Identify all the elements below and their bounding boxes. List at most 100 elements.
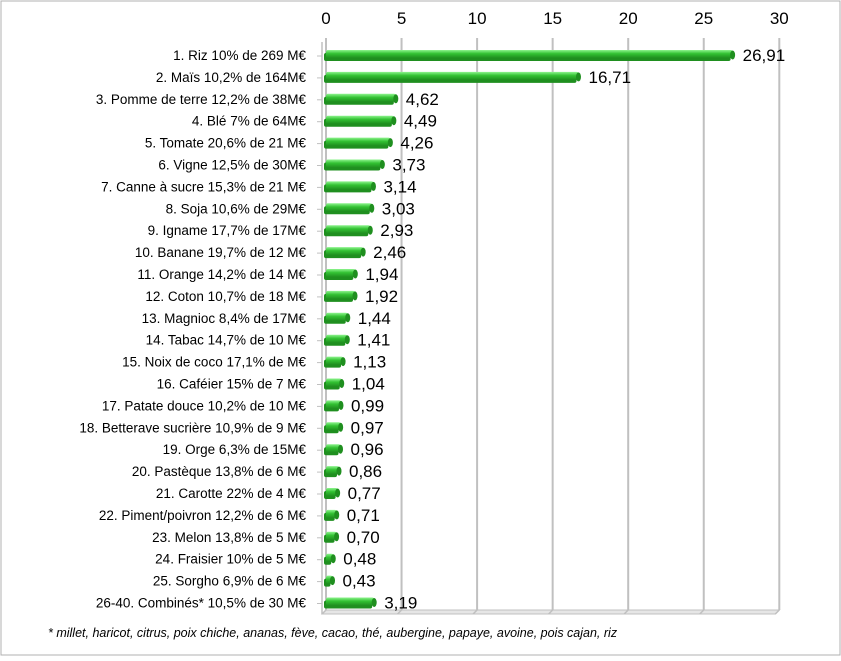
gridline-floor — [699, 609, 705, 615]
bar-cap — [393, 94, 399, 104]
bar-face — [326, 93, 396, 102]
category-label: 20. Pastèque 13,8% de 6 M€ — [132, 464, 307, 479]
bar — [324, 312, 351, 324]
category-label: 26-40. Combinés* 10,5% de 30 M€ — [96, 596, 307, 611]
bar-cap — [338, 422, 344, 432]
category-label: 4. Blé 7% de 64M€ — [192, 114, 307, 129]
bar — [324, 137, 393, 149]
x-tick-label: 20 — [619, 9, 638, 28]
category-label: 16. Caféier 15% de 7 M€ — [157, 377, 307, 392]
bar-cap — [344, 335, 350, 345]
x-tick-label: 10 — [468, 9, 487, 28]
bar-cap — [367, 225, 373, 235]
category-label: 12. Coton 10,7% de 18 M€ — [145, 289, 306, 304]
bar — [324, 290, 358, 302]
category-label: 22. Piment/poivron 12,2% de 6 M€ — [99, 508, 307, 523]
bar — [324, 597, 377, 609]
bar-cap — [329, 576, 335, 586]
data-label: 0,86 — [349, 462, 382, 481]
bar — [324, 93, 399, 105]
bar-cap — [334, 532, 340, 542]
category-label: 9. Igname 17,7% de 17M€ — [148, 223, 307, 238]
bar-face — [326, 356, 344, 365]
bar — [324, 269, 358, 280]
bar — [324, 531, 340, 543]
data-label: 1,94 — [365, 265, 398, 284]
x-tick-label: 15 — [543, 9, 562, 28]
category-label: 3. Pomme de terre 12,2% de 38M€ — [96, 92, 307, 107]
bar — [324, 50, 736, 61]
data-label: 0,71 — [347, 506, 380, 525]
x-tick-label: 0 — [321, 9, 330, 28]
category-label: 19. Orge 6,3% de 15M€ — [163, 442, 307, 457]
category-label: 17. Patate douce 10,2% de 10 M€ — [102, 398, 307, 413]
category-label: 2. Maïs 10,2% de 164M€ — [156, 70, 307, 85]
bar — [324, 159, 385, 171]
data-label: 16,71 — [588, 68, 631, 87]
bar-cap — [371, 598, 377, 607]
data-label: 3,19 — [384, 594, 417, 613]
bar-cap — [379, 160, 385, 169]
gridline-floor — [623, 609, 629, 615]
bar — [324, 181, 376, 193]
bar-face — [326, 422, 341, 431]
bar-face — [326, 312, 348, 321]
bar-cap — [360, 247, 366, 257]
category-label: 7. Canne à sucre 15,3% de 21 M€ — [101, 179, 306, 194]
bar — [324, 553, 336, 565]
grid-layer — [320, 38, 781, 615]
bar-cap — [352, 269, 358, 279]
gridline-floor — [548, 609, 554, 615]
category-label: 14. Tabac 14,7% de 10 M€ — [146, 333, 307, 348]
x-tick-label: 5 — [397, 9, 406, 28]
bar — [324, 488, 341, 499]
data-label: 0,77 — [348, 484, 381, 503]
data-label: 1,13 — [353, 353, 386, 372]
bar — [324, 378, 345, 390]
category-label: 11. Orange 14,2% de 14 M€ — [137, 267, 306, 282]
data-label: 1,92 — [365, 287, 398, 306]
data-label: 0,43 — [342, 572, 375, 591]
data-label: 0,96 — [351, 440, 384, 459]
bar-cap — [387, 138, 393, 148]
bar — [324, 509, 340, 521]
bar-cap — [352, 291, 358, 301]
bar-face — [326, 400, 341, 409]
data-label: 3,73 — [392, 156, 425, 175]
data-label: 3,14 — [383, 177, 416, 196]
bar-face — [326, 225, 371, 234]
bar-cap — [330, 554, 336, 564]
bar — [324, 356, 346, 368]
data-label: 2,46 — [373, 243, 406, 262]
bar — [324, 203, 375, 215]
bar-face — [326, 137, 391, 146]
bar-cap — [339, 379, 345, 388]
data-label: 0,48 — [343, 550, 376, 569]
category-label: 5. Tomate 20,6% de 21 M€ — [145, 136, 307, 151]
bar-face — [326, 247, 364, 256]
bar-cap — [575, 72, 581, 82]
bar — [324, 444, 344, 456]
gridline-floor — [321, 609, 327, 615]
data-label: 1,41 — [357, 331, 390, 350]
bar-face — [326, 444, 341, 453]
bar — [324, 466, 342, 478]
data-label: 3,03 — [382, 199, 415, 218]
bar — [324, 225, 373, 237]
category-label: 23. Melon 13,8% de 5 M€ — [152, 530, 306, 545]
data-label: 4,49 — [404, 112, 437, 131]
category-label: 21. Carotte 22% de 4 M€ — [156, 486, 307, 501]
category-label: 1. Riz 10% de 269 M€ — [173, 48, 306, 63]
bar-face — [326, 466, 339, 475]
bar-cap — [370, 181, 376, 191]
category-label: 8. Soja 10,6% de 29M€ — [166, 201, 307, 216]
category-label: 18. Betterave sucrière 10,9% de 9 M€ — [79, 420, 306, 435]
x-tick-label: 25 — [694, 9, 713, 28]
data-label: 4,62 — [406, 90, 439, 109]
bar-face — [326, 50, 733, 58]
bar — [324, 400, 344, 412]
bar-cap — [338, 444, 344, 454]
